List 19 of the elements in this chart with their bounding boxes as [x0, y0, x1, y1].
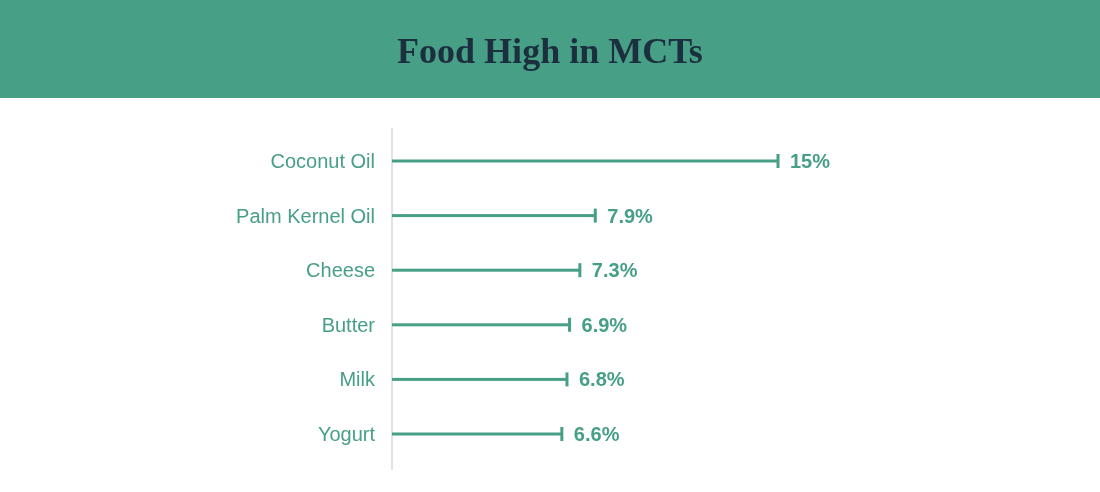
bar [392, 214, 596, 218]
y-tick-label: Milk [339, 368, 376, 391]
bar [392, 268, 580, 272]
data-label: 7.3% [591, 259, 638, 282]
bar [392, 323, 570, 327]
y-tick-label: Palm Kernel Oil [236, 204, 375, 227]
data-label: 7.9% [607, 204, 654, 227]
data-label: 15% [790, 150, 831, 172]
data-label: 6.6% [573, 423, 620, 445]
y-tick-label: Butter [321, 313, 376, 336]
bar [392, 432, 562, 436]
y-tick-label: Cheese [306, 259, 375, 282]
bar [392, 159, 778, 163]
bar [392, 377, 567, 381]
y-tick-label: Yogurt [317, 423, 376, 445]
chart-title: Food High in MCTs [397, 30, 703, 71]
data-label: 6.8% [578, 368, 625, 391]
data-label: 6.9% [581, 313, 628, 336]
y-tick-label: Coconut Oil [270, 150, 375, 172]
